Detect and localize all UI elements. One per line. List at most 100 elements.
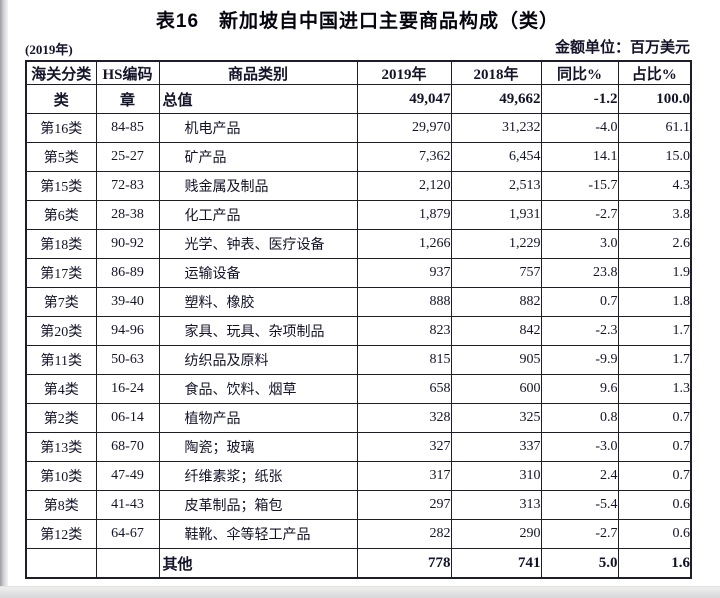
cell-customs-class — [25, 548, 97, 579]
cell-hs-code: 章 — [95, 84, 160, 114]
cell-customs-class: 第6类 — [25, 200, 97, 230]
cell-customs-class: 第7类 — [25, 287, 97, 317]
cell-customs-class: 第13类 — [25, 432, 97, 462]
cell-hs-code: 41-43 — [95, 490, 160, 520]
cell-2018: 757 — [450, 258, 542, 288]
cell-2018: 1,931 — [450, 200, 542, 230]
cell-2019: 7,362 — [356, 142, 452, 172]
cell-2018: 2,513 — [450, 171, 542, 201]
cell-hs-code: 72-83 — [95, 171, 160, 201]
cell-hs-code: 84-85 — [95, 113, 160, 143]
cell-2018: 842 — [450, 316, 542, 346]
cell-hs-code: 68-70 — [95, 432, 160, 462]
cell-hs-code: 64-67 — [95, 519, 160, 549]
cell-share: 0.7 — [617, 403, 692, 433]
cell-share: 0.6 — [617, 490, 692, 520]
cell-2019: 823 — [356, 316, 452, 346]
cell-hs-code: 50-63 — [95, 345, 160, 375]
table-row: 第17类 86-89 运输设备 937 757 23.8 1.9 — [25, 258, 692, 288]
cell-yoy: 5.0 — [540, 548, 619, 579]
cell-2019: 658 — [356, 374, 452, 404]
cell-2019: 328 — [356, 403, 452, 433]
cell-yoy: 0.7 — [540, 287, 619, 317]
year-note: (2019年) — [25, 42, 73, 57]
cell-customs-class: 第10类 — [25, 461, 97, 491]
cell-hs-code: 90-92 — [95, 229, 160, 259]
cell-2019: 2,120 — [356, 171, 452, 201]
cell-2018: 31,232 — [450, 113, 542, 143]
cell-yoy: -4.0 — [540, 113, 619, 143]
cell-category: 机电产品 — [158, 113, 358, 143]
cell-share: 1.7 — [617, 316, 692, 346]
cell-2018: 325 — [450, 403, 542, 433]
cell-share: 0.7 — [617, 461, 692, 491]
cell-2018: 290 — [450, 519, 542, 549]
cell-2018: 1,229 — [450, 229, 542, 259]
header-row: 海关分类 HS编码 商品类别 2019年 2018年 同比% 占比% — [25, 60, 692, 85]
header-hs-code: HS编码 — [95, 60, 160, 85]
cell-2019: 778 — [356, 548, 452, 579]
cell-hs-code: 86-89 — [95, 258, 160, 288]
cell-2018: 310 — [450, 461, 542, 491]
cell-customs-class: 第2类 — [25, 403, 97, 433]
cell-yoy: -3.0 — [540, 432, 619, 462]
cell-hs-code: 39-40 — [95, 287, 160, 317]
cell-category: 陶瓷；玻璃 — [158, 432, 358, 462]
cell-customs-class: 第15类 — [25, 171, 97, 201]
cell-2018: 337 — [450, 432, 542, 462]
cell-customs-class: 第4类 — [25, 374, 97, 404]
unit-label: 金额单位：百万美元 — [554, 40, 690, 56]
cell-hs-code — [95, 548, 160, 579]
cell-customs-class: 第12类 — [25, 519, 97, 549]
cell-share: 100.0 — [617, 84, 692, 114]
cell-category: 运输设备 — [158, 258, 358, 288]
cell-category: 塑料、橡胶 — [158, 287, 358, 317]
cell-hs-code: 16-24 — [95, 374, 160, 404]
cell-category: 总值 — [158, 84, 358, 114]
table-row: 第12类 64-67 鞋靴、伞等轻工产品 282 290 -2.7 0.6 — [25, 519, 692, 549]
table-row: 第16类 84-85 机电产品 29,970 31,232 -4.0 61.1 — [25, 113, 692, 143]
table-row: 其他 778 741 5.0 1.6 — [25, 548, 692, 579]
cell-share: 4.3 — [617, 171, 692, 201]
cell-category: 化工产品 — [158, 200, 358, 230]
cell-2018: 313 — [450, 490, 542, 520]
table-row: 第15类 72-83 贱金属及制品 2,120 2,513 -15.7 4.3 — [25, 171, 692, 201]
cell-2018: 600 — [450, 374, 542, 404]
cell-yoy: 0.8 — [540, 403, 619, 433]
cell-customs-class: 类 — [25, 84, 97, 114]
cell-yoy: -5.4 — [540, 490, 619, 520]
table-row: 类章总值 49,047 49,662 -1.2 100.0 — [25, 84, 692, 114]
cell-customs-class: 第20类 — [25, 316, 97, 346]
table-row: 第7类 39-40 塑料、橡胶 888 882 0.7 1.8 — [25, 287, 692, 317]
header-customs-class: 海关分类 — [25, 60, 97, 85]
meta-row: (2019年) 金额单位：百万美元 — [25, 34, 690, 58]
header-2019: 2019年 — [356, 60, 452, 85]
cell-yoy: -2.7 — [540, 519, 619, 549]
cell-category: 其他 — [158, 548, 358, 579]
cell-yoy: 9.6 — [540, 374, 619, 404]
cell-2018: 49,662 — [450, 84, 542, 114]
import-commodity-table: 海关分类 HS编码 商品类别 2019年 2018年 同比% 占比% 类章总值 4… — [25, 60, 692, 579]
table-row: 第18类 90-92 光学、钟表、医疗设备 1,266 1,229 3.0 2.6 — [25, 229, 692, 259]
cell-category: 家具、玩具、杂项制品 — [158, 316, 358, 346]
cell-category: 植物产品 — [158, 403, 358, 433]
cell-2019: 317 — [356, 461, 452, 491]
table-row: 第6类 28-38 化工产品 1,879 1,931 -2.7 3.8 — [25, 200, 692, 230]
cell-customs-class: 第11类 — [25, 345, 97, 375]
cell-2019: 815 — [356, 345, 452, 375]
table-row: 第2类 06-14 植物产品 328 325 0.8 0.7 — [25, 403, 692, 433]
cell-share: 1.6 — [617, 548, 692, 579]
cell-category: 纺织品及原料 — [158, 345, 358, 375]
cell-customs-class: 第17类 — [25, 258, 97, 288]
cell-2019: 1,266 — [356, 229, 452, 259]
page-bottom-edge — [0, 586, 720, 598]
cell-2018: 882 — [450, 287, 542, 317]
cell-yoy: -2.3 — [540, 316, 619, 346]
cell-hs-code: 25-27 — [95, 142, 160, 172]
header-share: 占比% — [617, 60, 692, 85]
table-row: 第4类 16-24 食品、饮料、烟草 658 600 9.6 1.3 — [25, 374, 692, 404]
cell-2018: 905 — [450, 345, 542, 375]
cell-share: 2.6 — [617, 229, 692, 259]
cell-customs-class: 第5类 — [25, 142, 97, 172]
cell-2019: 29,970 — [356, 113, 452, 143]
